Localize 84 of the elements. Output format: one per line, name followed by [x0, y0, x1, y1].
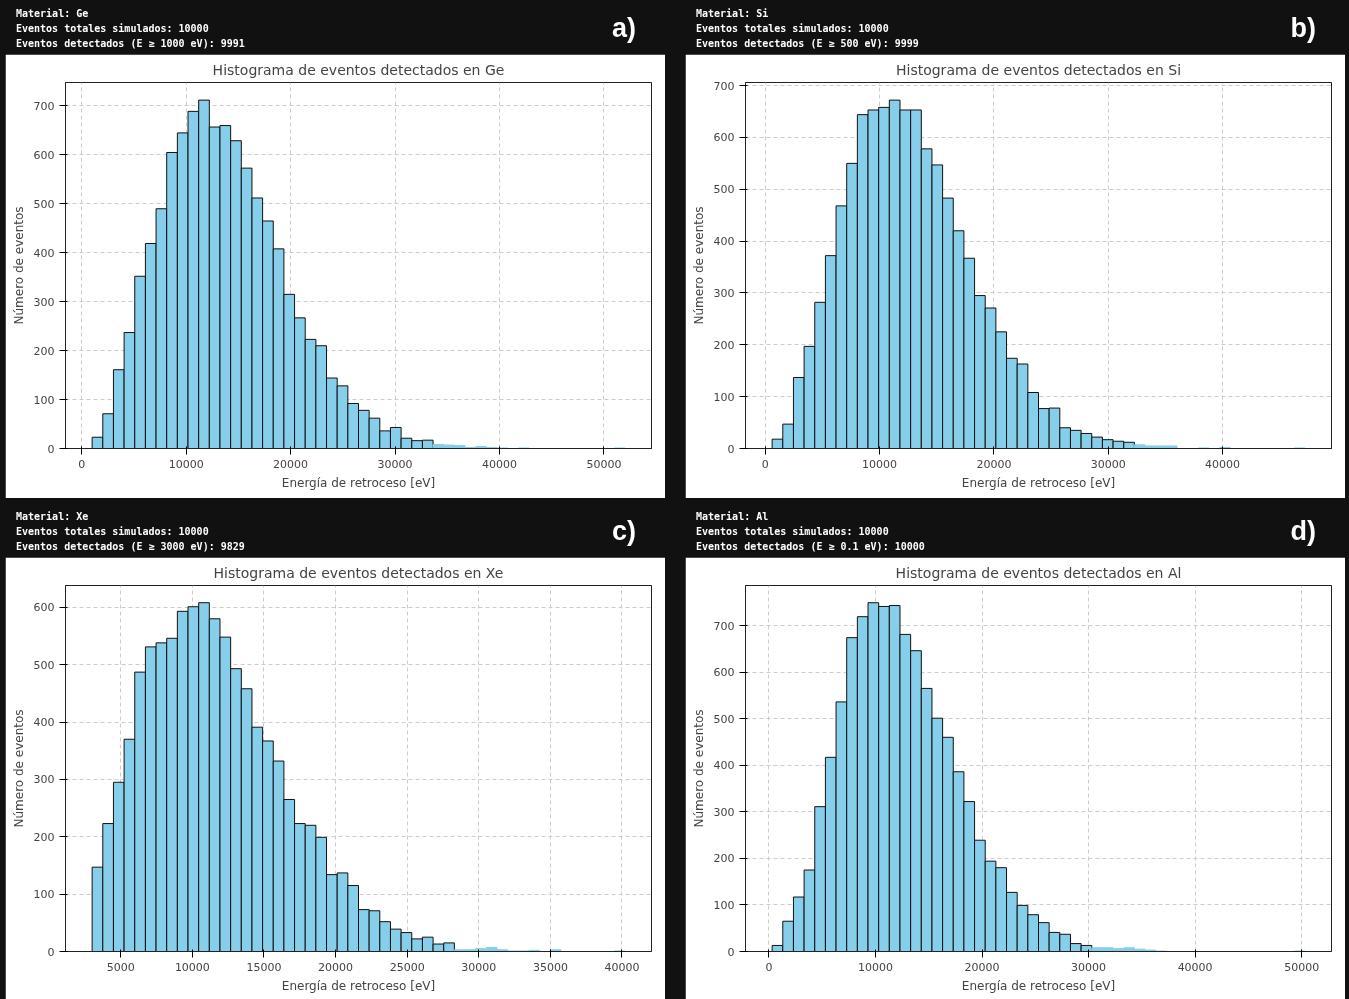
y-axis-title: Número de eventos [11, 206, 26, 325]
text: Eventos detectados (E ≥ 0.1 eV): 10000 [696, 541, 925, 552]
text: Eventos detectados (E ≥ 3000 eV): 9829 [16, 541, 245, 552]
y-axis-title: Número de eventos [691, 709, 706, 828]
y-tick-label: 400 [33, 716, 55, 730]
y-tick-label: 500 [33, 197, 55, 211]
text: c) [611, 515, 636, 549]
y-tick-label: 700 [713, 79, 735, 93]
y-tick-label: 200 [713, 852, 735, 866]
y-tick-label: 200 [33, 344, 55, 358]
x-tick-label: 50000 [1284, 960, 1320, 974]
text: Eventos totales simulados: 10000 [696, 23, 889, 34]
x-tick-label: 30000 [1071, 960, 1107, 974]
y-axis-title: Número de eventos [691, 206, 706, 325]
x-tick-label: 25000 [389, 960, 425, 974]
chart-title: Histograma de eventos detectados en Ge [212, 61, 505, 78]
text: Material: Al [696, 511, 769, 522]
y-tick-label: 300 [713, 286, 735, 300]
x-tick-label: 40000 [1177, 960, 1213, 974]
text: Material: Si [696, 8, 769, 19]
x-tick-label: 35000 [532, 960, 568, 974]
x-tick-label: 20000 [318, 960, 354, 974]
text: Material: Ge [16, 8, 89, 19]
x-tick-label: 10000 [174, 960, 210, 974]
x-tick-label: 10000 [862, 457, 898, 471]
x-axis-title: Energía de retroceso [eV] [281, 475, 436, 490]
y-tick-label: 300 [713, 805, 735, 819]
y-axis-title: Número de eventos [11, 709, 26, 828]
y-tick-label: 600 [33, 148, 55, 162]
x-tick-label: 30000 [1090, 457, 1126, 471]
x-axis-title: Energía de retroceso [eV] [961, 978, 1116, 993]
y-tick-label: 100 [33, 888, 55, 902]
y-tick-label: 0 [47, 442, 55, 456]
chart-title: Histograma de eventos detectados en Si [895, 61, 1182, 78]
y-tick-label: 0 [727, 945, 735, 959]
x-tick-label: 5000 [106, 960, 135, 974]
chart-title: Histograma de eventos detectados en Xe [213, 564, 504, 581]
x-tick-label: 10000 [168, 457, 204, 471]
y-tick-label: 200 [713, 338, 735, 352]
y-tick-label: 700 [713, 619, 735, 633]
x-tick-label: 20000 [976, 457, 1012, 471]
x-tick-label: 15000 [246, 960, 282, 974]
x-tick-label: 40000 [604, 960, 640, 974]
y-tick-label: 700 [33, 99, 55, 113]
text: b) [1290, 12, 1316, 46]
y-tick-label: 400 [713, 759, 735, 773]
y-tick-label: 600 [713, 666, 735, 680]
y-tick-label: 0 [727, 442, 735, 456]
x-tick-label: 20000 [273, 457, 309, 471]
y-tick-label: 300 [33, 295, 55, 309]
text: d) [1290, 515, 1316, 549]
y-tick-label: 500 [713, 183, 735, 197]
x-tick-label: 30000 [377, 457, 413, 471]
text: Eventos detectados (E ≥ 1000 eV): 9991 [16, 38, 245, 49]
y-tick-label: 200 [33, 830, 55, 844]
text: Material: Xe [16, 511, 89, 522]
y-tick-label: 100 [713, 390, 735, 404]
x-tick-label: 30000 [461, 960, 497, 974]
chart-title: Histograma de eventos detectados en Al [895, 564, 1182, 581]
y-tick-label: 300 [33, 773, 55, 787]
x-tick-label: 40000 [1205, 457, 1241, 471]
y-tick-label: 400 [33, 246, 55, 260]
text: Eventos detectados (E ≥ 500 eV): 9999 [696, 38, 919, 49]
text: a) [611, 12, 636, 46]
y-tick-label: 400 [713, 235, 735, 249]
y-tick-label: 0 [47, 945, 55, 959]
x-tick-label: 0 [761, 457, 769, 471]
x-axis-title: Energía de retroceso [eV] [281, 978, 436, 993]
y-tick-label: 500 [713, 712, 735, 726]
text: Eventos totales simulados: 10000 [696, 526, 889, 537]
x-tick-label: 10000 [857, 960, 893, 974]
text: Eventos totales simulados: 10000 [16, 23, 209, 34]
x-tick-label: 40000 [482, 457, 518, 471]
y-tick-label: 100 [713, 898, 735, 912]
x-tick-label: 0 [78, 457, 86, 471]
y-tick-label: 600 [713, 131, 735, 145]
y-tick-label: 500 [33, 658, 55, 672]
x-tick-label: 0 [765, 960, 773, 974]
y-tick-label: 100 [33, 393, 55, 407]
x-tick-label: 50000 [586, 457, 622, 471]
x-tick-label: 20000 [964, 960, 1000, 974]
y-tick-label: 600 [33, 601, 55, 615]
x-axis-title: Energía de retroceso [eV] [961, 475, 1116, 490]
text: Eventos totales simulados: 10000 [16, 526, 209, 537]
